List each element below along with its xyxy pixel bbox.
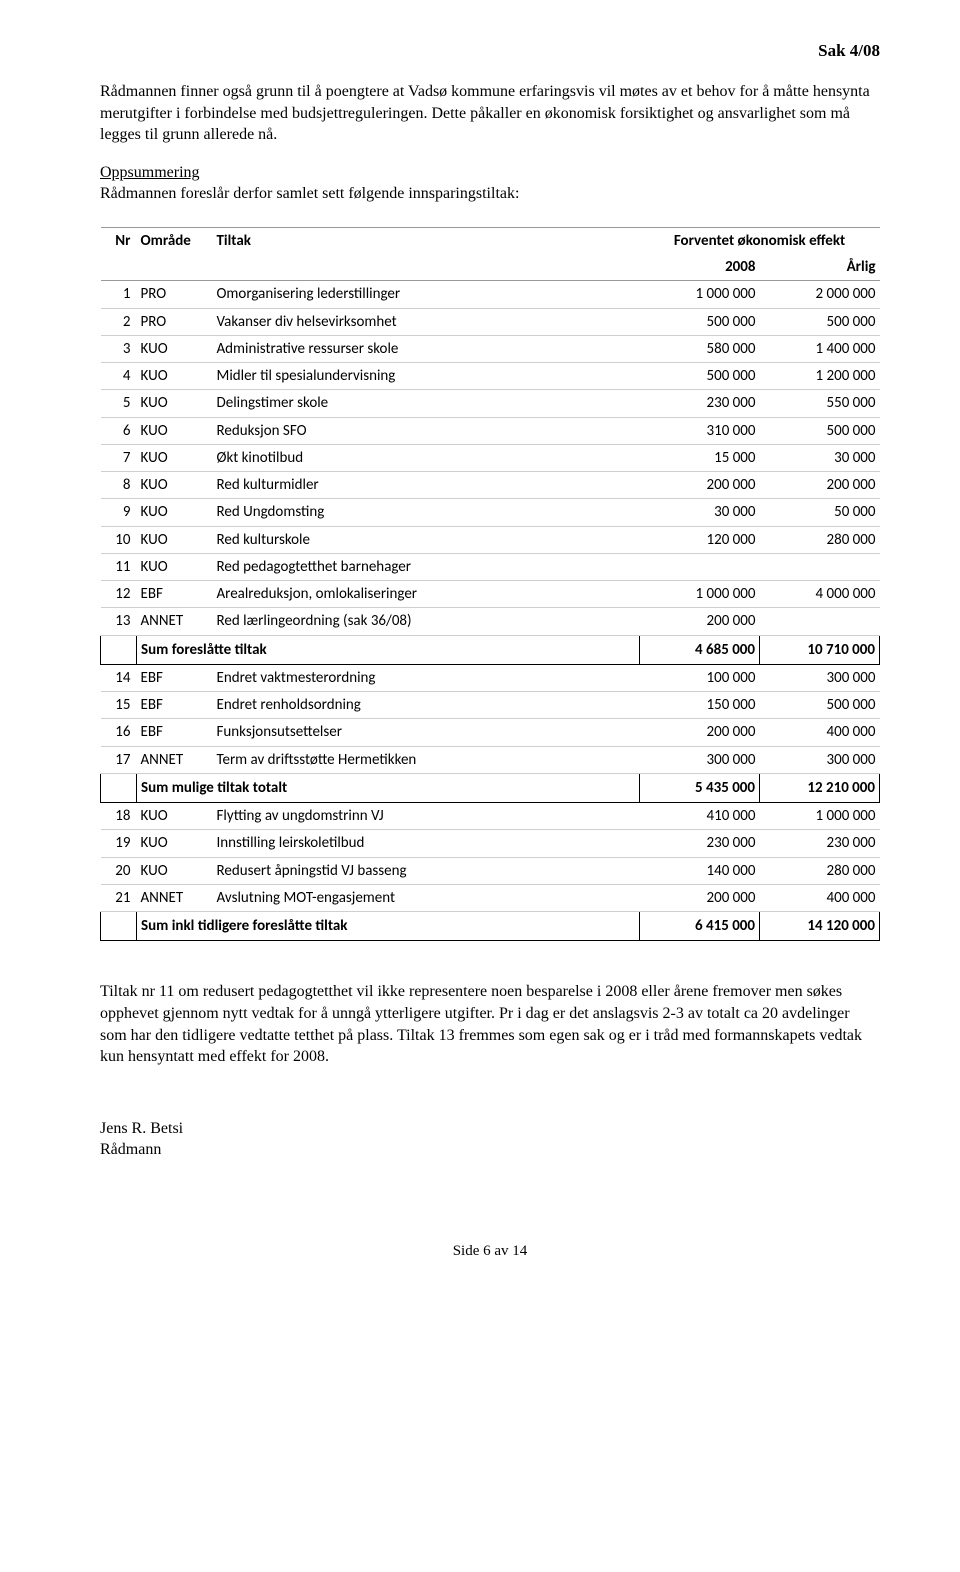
table-row: 6KUOReduksjon SFO310 000500 000 (101, 417, 880, 444)
table-row: 5KUODelingstimer skole230 000550 000 (101, 390, 880, 417)
col-header-effekt: Forventet økonomisk effekt (640, 227, 880, 254)
col-header-2008: 2008 (640, 254, 760, 281)
table-row: 16EBFFunksjonsutsettelser200 000400 000 (101, 719, 880, 746)
table-row: 4KUOMidler til spesialundervisning500 00… (101, 363, 880, 390)
table-sum-row: Sum mulige tiltak totalt5 435 00012 210 … (101, 773, 880, 802)
table-sum-row: Sum foreslåtte tiltak4 685 00010 710 000 (101, 635, 880, 664)
table-row: 18KUOFlytting av ungdomstrinn VJ410 0001… (101, 803, 880, 830)
table-row: 1PROOmorganisering lederstillinger1 000 … (101, 281, 880, 308)
table-row: 13ANNETRed lærlingeordning (sak 36/08)20… (101, 608, 880, 635)
footer-paragraph: Tiltak nr 11 om redusert pedagogtetthet … (100, 981, 880, 1067)
table-sum-row: Sum inkl tidligere foreslåtte tiltak6 41… (101, 912, 880, 941)
case-number: Sak 4/08 (100, 40, 880, 63)
col-header-aarlig: Årlig (760, 254, 880, 281)
table-row: 11KUORed pedagogtetthet barnehager (101, 553, 880, 580)
table-row: 19KUOInnstilling leirskoletilbud230 0002… (101, 830, 880, 857)
table-row: 8KUORed kulturmidler200 000200 000 (101, 472, 880, 499)
table-row: 12EBFArealreduksjon, omlokaliseringer1 0… (101, 581, 880, 608)
table-row: 17ANNETTerm av driftsstøtte Hermetikken3… (101, 746, 880, 773)
signature-title: Rådmann (100, 1141, 161, 1158)
table-row: 15EBFEndret renholdsordning150 000500 00… (101, 692, 880, 719)
table-row: 2PROVakanser div helsevirksomhet500 0005… (101, 308, 880, 335)
table-row: 21ANNETAvslutning MOT-engasjement200 000… (101, 884, 880, 911)
table-row: 10KUORed kulturskole120 000280 000 (101, 526, 880, 553)
col-header-nr: Nr (101, 227, 137, 254)
col-header-omrade: Område (137, 227, 213, 254)
signature-name: Jens R. Betsi (100, 1120, 183, 1137)
measures-table: Nr Område Tiltak Forventet økonomisk eff… (100, 227, 880, 942)
table-row: 20KUORedusert åpningstid VJ basseng140 0… (101, 857, 880, 884)
col-header-tiltak: Tiltak (213, 227, 640, 254)
table-row: 3KUOAdministrative ressurser skole580 00… (101, 335, 880, 362)
summary-heading: Oppsummering (100, 164, 200, 181)
summary-line: Rådmannen foreslår derfor samlet sett fø… (100, 185, 519, 202)
page-number: Side 6 av 14 (100, 1241, 880, 1261)
table-row: 9KUORed Ungdomsting30 00050 000 (101, 499, 880, 526)
table-row: 14EBFEndret vaktmesterordning100 000300 … (101, 664, 880, 691)
table-row: 7KUOØkt kinotilbud15 00030 000 (101, 444, 880, 471)
intro-paragraph: Rådmannen finner også grunn til å poengt… (100, 81, 880, 146)
